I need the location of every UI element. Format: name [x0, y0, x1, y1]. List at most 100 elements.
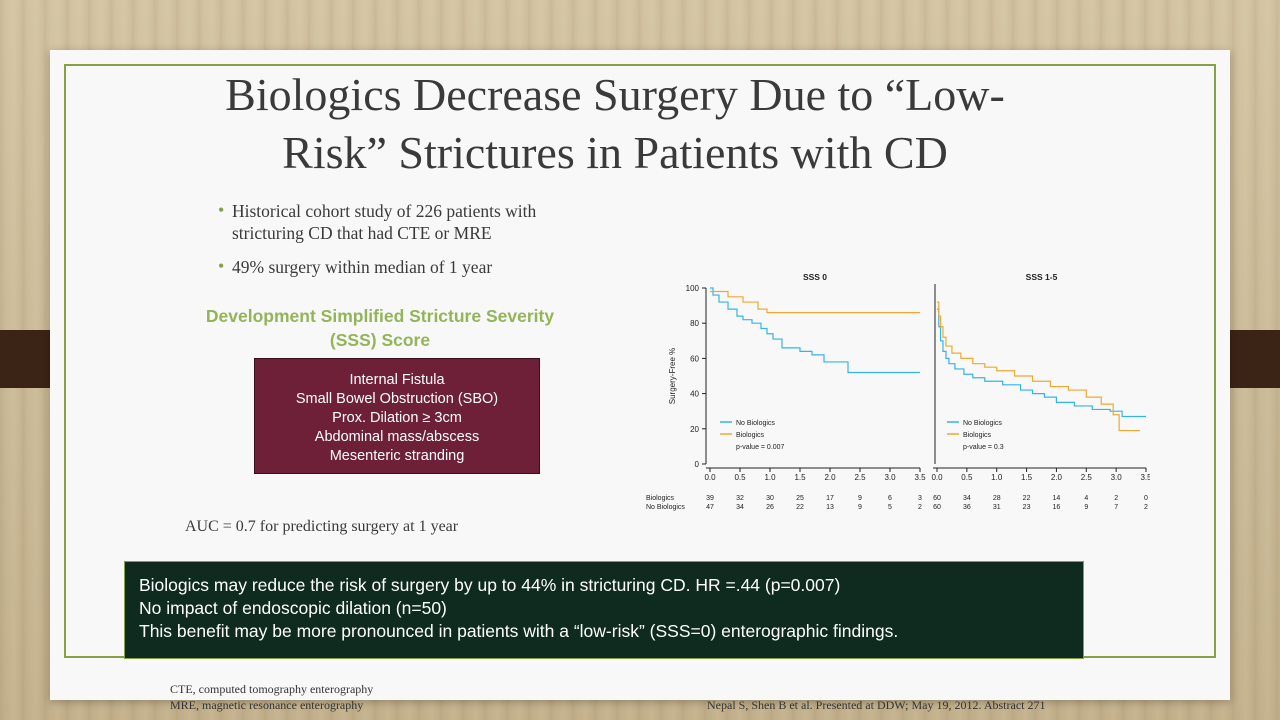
at-risk-value: 16 [1053, 504, 1061, 511]
at-risk-value: 22 [1023, 495, 1031, 502]
x-tick-label: 0.0 [704, 473, 716, 482]
x-tick-label: 0.5 [734, 473, 746, 482]
at-risk-value: 6 [888, 495, 892, 502]
y-axis-label: Surgery-Free % [668, 348, 677, 404]
x-tick-label: 3.5 [1140, 473, 1150, 482]
sss-criterion: Prox. Dilation ≥ 3cm [332, 410, 462, 426]
conclusion-callout: Biologics may reduce the risk of surgery… [124, 561, 1084, 659]
x-tick-label: 1.0 [764, 473, 776, 482]
y-tick-label: 80 [690, 319, 699, 328]
panel-title: SSS 1-5 [1026, 272, 1058, 282]
x-tick-label: 3.5 [914, 473, 926, 482]
y-tick-label: 20 [690, 425, 699, 434]
at-risk-value: 28 [993, 495, 1001, 502]
at-risk-row-label: No Biologics [646, 504, 685, 511]
at-risk-value: 31 [993, 504, 1001, 511]
x-tick-label: 2.0 [824, 473, 836, 482]
title-line-2: Risk” Strictures in Patients with CD [282, 127, 948, 178]
bullet-dot-icon: • [218, 256, 225, 276]
citation: Nepal S, Shen B et al. Presented at DDW;… [707, 698, 1046, 712]
auc-statement: AUC = 0.7 for predicting surgery at 1 ye… [185, 518, 459, 535]
at-risk-value: 22 [796, 504, 804, 511]
survival-curve-biologics [937, 301, 1141, 432]
at-risk-value: 36 [963, 504, 971, 511]
sss-criteria-box: Internal Fistula Small Bowel Obstruction… [254, 358, 540, 474]
legend-label: No Biologics [963, 420, 1002, 427]
bullet-item: • Historical cohort study of 226 patient… [218, 200, 658, 244]
at-risk-value: 30 [766, 495, 774, 502]
at-risk-value: 25 [796, 495, 804, 502]
at-risk-value: 47 [706, 504, 714, 511]
at-risk-value: 4 [1084, 495, 1088, 502]
x-tick-label: 3.0 [884, 473, 896, 482]
bullet-list: • Historical cohort study of 226 patient… [218, 200, 658, 290]
at-risk-value: 60 [933, 504, 941, 511]
x-tick-label: 1.5 [794, 473, 806, 482]
x-tick-label: 1.0 [991, 473, 1003, 482]
callout-line: This benefit may be more pronounced in p… [139, 621, 899, 641]
x-tick-label: 0.5 [961, 473, 973, 482]
callout-line: Biologics may reduce the risk of surgery… [139, 575, 841, 595]
bullet-dot-icon: • [218, 200, 225, 220]
footnote-line: MRE, magnetic resonance enterography [170, 698, 364, 712]
slide-title: Biologics Decrease Surgery Due to “Low- … [150, 66, 1080, 182]
sss-criterion: Internal Fistula [349, 372, 445, 388]
sss-criterion: Mesenteric stranding [329, 448, 465, 464]
at-risk-value: 2 [918, 504, 922, 511]
panel-title: SSS 0 [803, 272, 827, 282]
at-risk-value: 34 [963, 495, 971, 502]
legend-pvalue: p-value = 0.3 [963, 444, 1004, 451]
x-tick-label: 1.5 [1021, 473, 1033, 482]
at-risk-value: 32 [736, 495, 744, 502]
callout-line: No impact of endoscopic dilation (n=50) [139, 598, 447, 618]
y-tick-label: 60 [690, 354, 699, 363]
sss-criterion: Small Bowel Obstruction (SBO) [295, 391, 499, 407]
sss-heading-line-1: Development Simplified Stricture Severit… [205, 306, 555, 326]
survival-curve-no-biologics [710, 287, 920, 374]
bullet-text-line: 49% surgery within median of 1 year [232, 257, 493, 277]
survival-curve-no-biologics [937, 308, 1146, 418]
at-risk-value: 26 [766, 504, 774, 511]
x-tick-label: 2.0 [1051, 473, 1063, 482]
x-tick-label: 2.5 [1081, 473, 1093, 482]
legend-label: No Biologics [736, 420, 775, 427]
sss-heading: Development Simplified Stricture Severit… [170, 304, 590, 352]
at-risk-value: 5 [888, 504, 892, 511]
x-tick-label: 0.0 [931, 473, 943, 482]
footnote-abbreviations: CTE, computed tomography enterography MR… [170, 681, 373, 713]
at-risk-value: 2 [1114, 495, 1118, 502]
at-risk-value: 9 [858, 495, 862, 502]
sss-heading-line-2: (SSS) Score [329, 330, 431, 350]
at-risk-row-label: Biologics [646, 495, 675, 502]
at-risk-value: 9 [1084, 504, 1088, 511]
y-tick-label: 100 [686, 284, 700, 293]
bullet-text-line: stricturing CD that had CTE or MRE [232, 223, 492, 243]
bullet-text-line: Historical cohort study of 226 patients … [232, 201, 537, 221]
at-risk-value: 34 [736, 504, 744, 511]
legend-label: Biologics [736, 432, 765, 439]
at-risk-value: 23 [1023, 504, 1031, 511]
at-risk-value: 7 [1114, 504, 1118, 511]
y-tick-label: 0 [695, 460, 700, 469]
at-risk-value: 0 [1144, 495, 1148, 502]
title-line-1: Biologics Decrease Surgery Due to “Low- [225, 69, 1005, 120]
at-risk-value: 39 [706, 495, 714, 502]
legend-label: Biologics [963, 432, 992, 439]
survival-curve-biologics [710, 290, 920, 314]
at-risk-value: 60 [933, 495, 941, 502]
legend-pvalue: p-value = 0.007 [736, 444, 785, 451]
sss-criterion: Abdominal mass/abscess [314, 429, 480, 445]
at-risk-value: 3 [918, 495, 922, 502]
at-risk-value: 13 [826, 504, 834, 511]
at-risk-value: 17 [826, 495, 834, 502]
bullet-item: • 49% surgery within median of 1 year [218, 256, 658, 278]
x-tick-label: 3.0 [1111, 473, 1123, 482]
at-risk-value: 14 [1053, 495, 1061, 502]
slide: Biologics Decrease Surgery Due to “Low- … [50, 50, 1230, 700]
at-risk-value: 2 [1144, 504, 1148, 511]
footnote-line: CTE, computed tomography enterography [170, 682, 374, 696]
x-tick-label: 2.5 [854, 473, 866, 482]
y-tick-label: 40 [690, 390, 699, 399]
at-risk-value: 9 [858, 504, 862, 511]
